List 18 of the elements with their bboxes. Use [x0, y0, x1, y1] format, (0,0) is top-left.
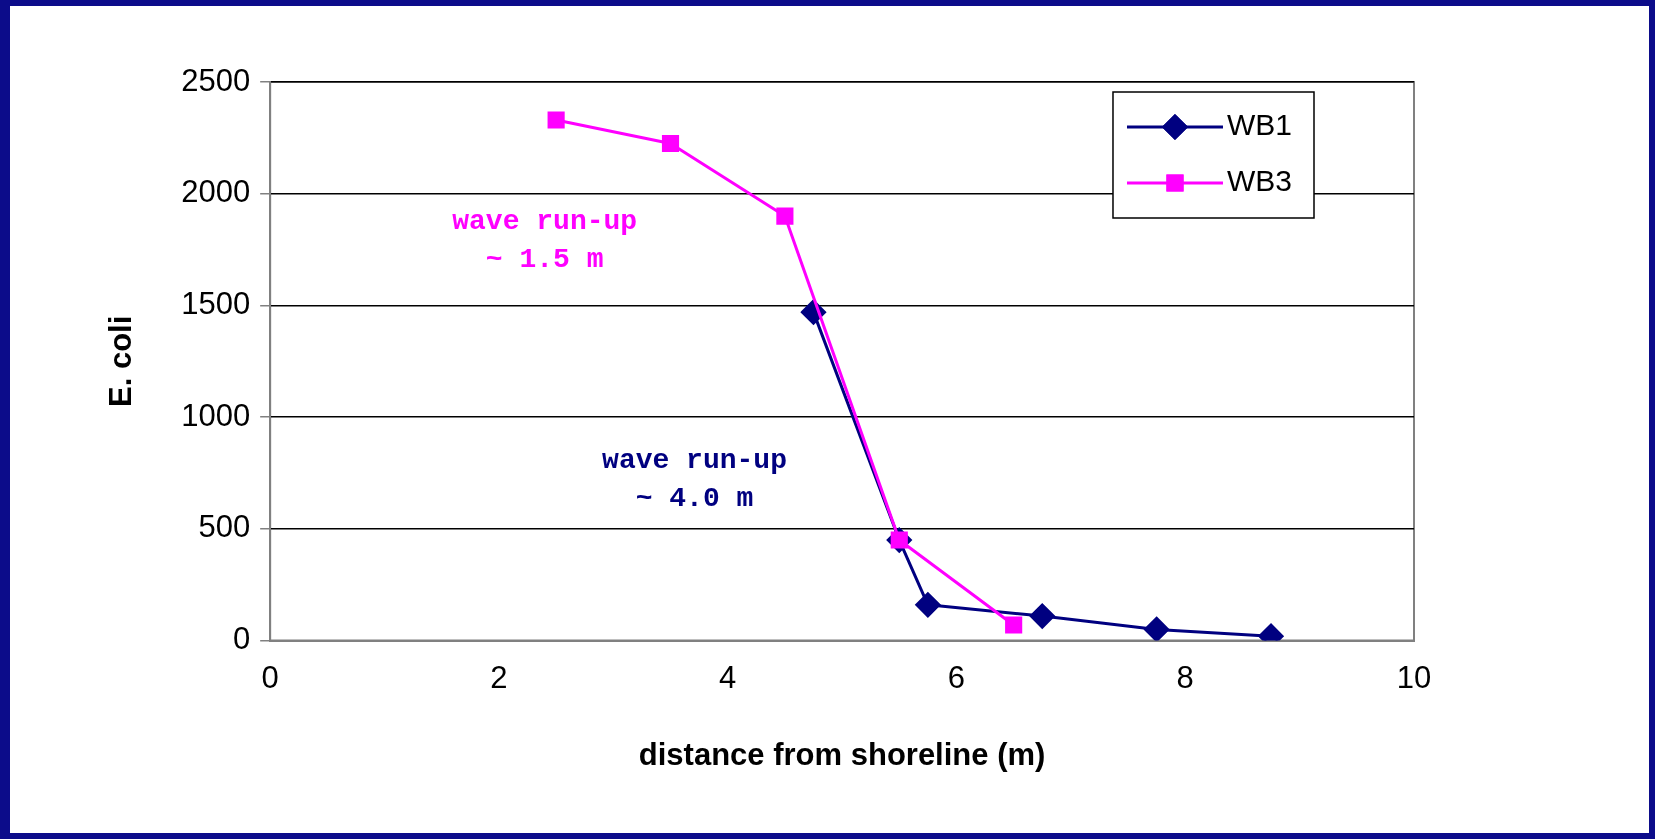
y-tick-label: 2000	[181, 174, 251, 210]
x-tick-label: 2	[490, 659, 508, 695]
annotation: wave run-up ~ 1.5 m	[452, 206, 638, 276]
x-tick-label: 8	[1176, 659, 1194, 695]
x-tick-label: 10	[1396, 659, 1432, 695]
y-tick-label: 2500	[181, 62, 251, 98]
y-tick-label: 500	[198, 509, 251, 545]
x-tick-label: 6	[947, 659, 966, 695]
annotation: wave run-up ~ 4.0 m	[602, 445, 787, 515]
y-axis-title: E. coli	[103, 315, 139, 407]
y-tick-label: 1000	[181, 397, 251, 433]
x-tick-label: 4	[719, 659, 737, 695]
legend-label: WB3	[1226, 164, 1293, 198]
legend-label: WB1	[1226, 108, 1293, 142]
y-tick-label: 0	[232, 621, 251, 657]
x-axis-title: distance from shoreline (m)	[638, 736, 1046, 772]
x-tick-label: 0	[261, 659, 279, 695]
y-tick-label: 1500	[181, 285, 251, 321]
